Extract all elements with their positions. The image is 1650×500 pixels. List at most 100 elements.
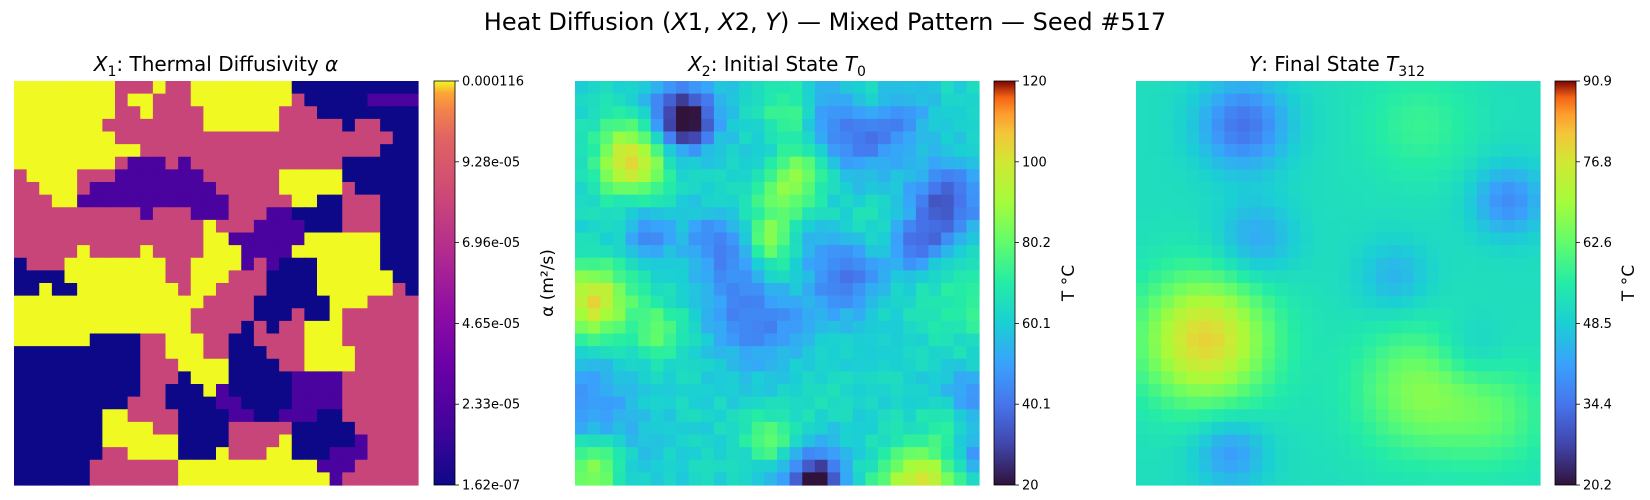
x1-cell — [51, 194, 66, 208]
x1-cell — [165, 93, 179, 107]
y-cell — [1161, 421, 1175, 436]
x1-cell — [405, 295, 419, 309]
y-cell — [1300, 81, 1314, 95]
x1-cell — [26, 156, 40, 170]
y-cell — [1211, 169, 1225, 183]
x1-cell — [216, 156, 230, 170]
y-cell — [1274, 409, 1289, 423]
x2-cell — [865, 421, 879, 436]
x1-cell — [317, 245, 331, 259]
x2-cell — [827, 182, 841, 196]
x1-cell — [26, 194, 40, 208]
x2-cell — [928, 144, 942, 158]
x2-cell — [865, 245, 879, 259]
x2-cell — [688, 93, 702, 107]
x2-cell — [865, 434, 879, 448]
y-cell — [1136, 270, 1150, 284]
x1-cell — [140, 434, 154, 448]
x2-cell — [915, 81, 930, 95]
y-cell — [1211, 472, 1225, 486]
x2-cell — [928, 472, 942, 486]
y-cell — [1287, 434, 1301, 448]
x1-cell — [89, 358, 103, 372]
x1-cell — [241, 320, 255, 335]
y-cell — [1237, 346, 1251, 360]
y-cell — [1161, 459, 1175, 473]
x1-cell — [203, 434, 217, 448]
x2-cell — [751, 283, 765, 297]
y-cell — [1237, 245, 1251, 259]
y-cell — [1300, 447, 1314, 461]
x2-cell — [701, 384, 715, 398]
y-cell — [1325, 283, 1339, 297]
x2-cell — [764, 459, 778, 473]
y-cell — [1186, 409, 1200, 423]
y-cell — [1527, 320, 1541, 335]
x2-cell — [966, 396, 980, 410]
x1-cell — [203, 421, 217, 436]
y-cell — [1148, 182, 1162, 196]
x2-cell — [701, 421, 715, 436]
x2-cell — [600, 358, 614, 372]
x2-cell — [777, 118, 791, 133]
x2-cell — [764, 371, 778, 385]
x2-cell — [701, 371, 715, 385]
x1-cell — [266, 257, 280, 271]
x1-cell — [178, 421, 192, 436]
x1-cell — [77, 169, 91, 183]
y-cell — [1325, 358, 1339, 372]
x2-cell — [650, 283, 664, 297]
y-cell — [1173, 459, 1188, 473]
y-cell — [1136, 106, 1150, 120]
x1-cell — [127, 207, 141, 221]
y-cell — [1312, 182, 1326, 196]
x1-cell — [304, 194, 318, 208]
x1-cell — [380, 131, 394, 145]
y-cell — [1237, 396, 1251, 410]
y-cell — [1186, 434, 1200, 448]
x2-cell — [814, 421, 829, 436]
x2-cell — [612, 144, 627, 158]
y-cell — [1300, 169, 1314, 183]
y-cell — [1300, 295, 1314, 309]
x1-cell — [266, 118, 280, 133]
x2-cell — [953, 257, 967, 271]
y-cell — [1388, 308, 1402, 322]
y-cell — [1148, 118, 1162, 133]
y-cell — [1439, 144, 1453, 158]
x2-cell — [612, 447, 627, 461]
y-cell — [1161, 434, 1175, 448]
y-cell — [1148, 396, 1162, 410]
y-cell — [1426, 447, 1440, 461]
y-cell — [1502, 459, 1516, 473]
x2-cell — [625, 182, 639, 196]
x2-cell — [890, 409, 904, 423]
x1-cell — [178, 169, 192, 183]
y-cell — [1262, 283, 1276, 297]
x2-cell — [878, 182, 892, 196]
x1-cell — [203, 333, 217, 347]
y-cell — [1338, 118, 1352, 133]
x1-cell — [115, 409, 129, 423]
x1-cell — [51, 295, 66, 309]
x2-cell — [587, 270, 601, 284]
x1-cell — [14, 371, 28, 385]
y-cell — [1451, 144, 1465, 158]
x1-cell — [304, 232, 318, 246]
y-cell — [1363, 131, 1377, 145]
x1-cell — [77, 219, 91, 234]
x2-cell — [663, 169, 677, 183]
x2-cell — [915, 232, 930, 246]
x1-cell — [317, 270, 331, 284]
y-cell — [1375, 81, 1390, 95]
y-cell — [1249, 358, 1263, 372]
x1-cell — [14, 295, 28, 309]
y-cell — [1350, 384, 1364, 398]
x2-cell — [764, 308, 778, 322]
colorbar-tick-label: 40.1 — [1022, 398, 1051, 413]
x1-cell — [165, 384, 179, 398]
x2-cell — [802, 93, 816, 107]
x1-cell — [127, 346, 141, 360]
y-cell — [1173, 93, 1188, 107]
y-cell — [1148, 219, 1162, 234]
